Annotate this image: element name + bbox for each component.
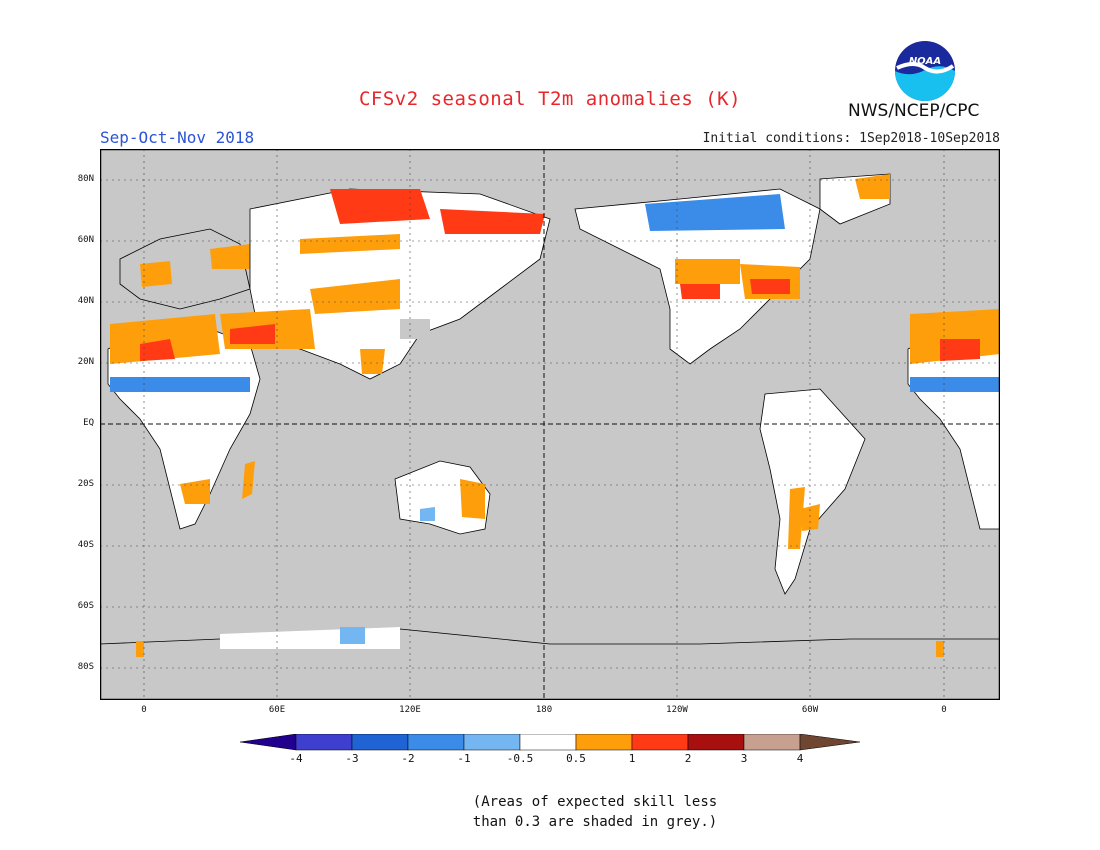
colorbar-segment <box>687 734 745 751</box>
lat-tick: 20S <box>77 479 94 489</box>
colorbar-segment <box>351 734 409 751</box>
lon-tick: 120E <box>399 705 421 715</box>
antarctica-region <box>100 627 1000 700</box>
grid-lines <box>100 149 1000 700</box>
lon-tick: 120W <box>666 705 688 715</box>
anomaly-map <box>100 149 1000 700</box>
colorbar-label: 0.5 <box>566 752 586 765</box>
lon-tick: 60W <box>801 705 819 715</box>
lon-tick: 60E <box>268 705 286 715</box>
lon-tick: 180 <box>535 705 553 715</box>
lat-tick: 80N <box>77 174 94 184</box>
lon-tick: 0 <box>141 705 147 715</box>
svg-text:NOAA: NOAA <box>909 56 941 67</box>
agency-label: NWS/NCEP/CPC <box>848 101 980 121</box>
colorbar-label: -0.5 <box>506 752 534 765</box>
colorbar-label: -1 <box>457 752 471 765</box>
lat-tick: 40N <box>77 296 94 306</box>
south-america-region <box>759 388 866 595</box>
colorbar-label: -4 <box>289 752 303 765</box>
africa-region-repeat <box>907 309 1000 530</box>
colorbar-segment <box>575 734 633 751</box>
lat-tick: 60N <box>77 235 94 245</box>
colorbar-segment <box>463 734 521 751</box>
colorbar-label: 1 <box>628 752 636 765</box>
colorbar <box>240 734 860 751</box>
skill-note-line: than 0.3 are shaded in grey.) <box>472 814 718 830</box>
colorbar-segment <box>631 734 689 751</box>
asia-region <box>220 188 551 380</box>
europe-region <box>119 228 252 310</box>
africa-region <box>107 314 261 530</box>
lat-tick: 20N <box>77 357 94 367</box>
north-america-region <box>574 173 891 365</box>
season-label: Sep-Oct-Nov 2018 <box>100 128 255 147</box>
colorbar-segment <box>407 734 465 751</box>
map-title: CFSv2 seasonal T2m anomalies (K) <box>358 88 742 110</box>
colorbar-label: 3 <box>740 752 748 765</box>
colorbar-segment <box>240 734 297 751</box>
skill-note-line: (Areas of expected skill less <box>472 794 718 810</box>
colorbar-segment <box>799 734 860 751</box>
noaa-logo: NOAA <box>895 41 955 101</box>
initial-conditions-label: Initial conditions: 1Sep2018-10Sep2018 <box>702 131 1000 146</box>
colorbar-segment <box>743 734 801 751</box>
lat-tick: 60S <box>77 601 94 611</box>
skill-note: (Areas of expected skill less than 0.3 a… <box>0 792 1100 832</box>
colorbar-segment <box>519 734 577 751</box>
map-border <box>100 149 1000 700</box>
colorbar-label: -3 <box>345 752 359 765</box>
australia-region <box>394 460 491 535</box>
lon-tick: 0 <box>941 705 947 715</box>
colorbar-label: -2 <box>401 752 415 765</box>
lat-tick: 40S <box>77 540 94 550</box>
lat-tick: 80S <box>77 662 94 672</box>
colorbar-label: 2 <box>684 752 692 765</box>
colorbar-segment <box>295 734 353 751</box>
colorbar-label: 4 <box>796 752 804 765</box>
lat-tick: EQ <box>83 418 94 428</box>
